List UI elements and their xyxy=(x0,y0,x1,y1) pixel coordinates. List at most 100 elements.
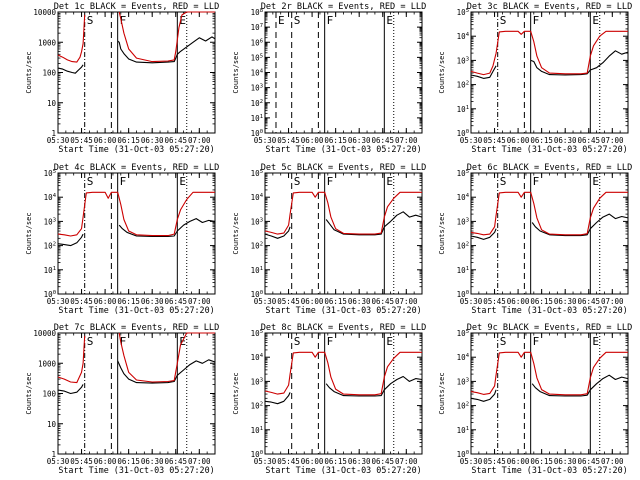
chart-title: Det 7c BLACK = Events, RED = LLD xyxy=(54,323,220,333)
marker-label: F xyxy=(327,335,334,348)
chart-panel-2: Det 2r BLACK = Events, RED = LLD 100 101 10… xyxy=(232,2,426,154)
x-tick-label: 06:30 xyxy=(554,136,577,145)
y-tick-label: 102 xyxy=(457,242,469,251)
chart-title: Det 3c BLACK = Events, RED = LLD xyxy=(467,2,633,12)
y-tick-label: 101 xyxy=(457,266,469,275)
x-tick-label: 06:00 xyxy=(301,457,324,466)
x-tick-label: 05:30 xyxy=(254,457,277,466)
marker-label: E xyxy=(179,175,186,188)
x-tick-label: 05:45 xyxy=(70,297,93,306)
chart-title: Det 6c BLACK = Events, RED = LLD xyxy=(467,163,633,173)
y-tick-label: 105 xyxy=(457,169,469,178)
y-tick-label: 101 xyxy=(457,426,469,435)
chart-panel-3: Det 3c BLACK = Events, RED = LLD 100 101 10… xyxy=(438,2,632,154)
x-tick-label: 06:00 xyxy=(94,297,117,306)
y-tick-label: 101 xyxy=(44,266,56,275)
marker-label: S xyxy=(87,14,94,27)
x-tick-label: 07:00 xyxy=(395,297,418,306)
x-tick-label: 06:45 xyxy=(371,297,394,306)
chart-title: Det 5c BLACK = Events, RED = LLD xyxy=(261,163,427,173)
x-tick-label: 06:15 xyxy=(324,136,347,145)
x-tick-label: 06:15 xyxy=(530,457,553,466)
x-axis-label: Start Time (31-Oct-03 05:27:20) xyxy=(471,465,627,475)
marker-label: S xyxy=(294,335,301,348)
x-tick-label: 06:15 xyxy=(324,297,347,306)
x-tick-label: 05:30 xyxy=(47,457,70,466)
chart-panel-1: Det 1c BLACK = Events, RED = LLD 1 10 100 10… xyxy=(25,2,219,154)
y-tick-label: 104 xyxy=(457,32,470,41)
y-tick-label: 107 xyxy=(251,23,263,32)
chart-title: Det 9c BLACK = Events, RED = LLD xyxy=(467,323,633,333)
events-series-line xyxy=(470,50,629,79)
y-tick-label: 102 xyxy=(457,81,469,90)
marker-label: E xyxy=(592,14,599,27)
y-tick-label: 100 xyxy=(457,129,469,138)
y-tick-label: 102 xyxy=(251,242,263,251)
lld-series-line xyxy=(470,30,628,76)
y-tick-label: 105 xyxy=(251,53,263,62)
x-tick-label: 07:00 xyxy=(188,136,211,145)
x-tick-label: 06:45 xyxy=(371,457,394,466)
y-axis-label: Counts/sec xyxy=(25,372,33,414)
x-tick-label: 05:45 xyxy=(483,136,506,145)
chart-panel-6: Det 6c BLACK = Events, RED = LLD 100 101 10… xyxy=(438,163,632,315)
x-tick-label: 06:45 xyxy=(371,136,394,145)
y-tick-label: 106 xyxy=(251,38,263,47)
x-tick-label: 05:45 xyxy=(277,297,300,306)
y-axis-label: Counts/sec xyxy=(438,51,446,93)
marker-label: S xyxy=(294,175,301,188)
x-tick-label: 06:00 xyxy=(507,297,530,306)
marker-label: E xyxy=(386,175,393,188)
marker-label: S xyxy=(500,14,507,27)
y-tick-label: 103 xyxy=(44,217,56,226)
y-tick-label: 103 xyxy=(457,377,469,386)
y-tick-label: 100 xyxy=(251,450,263,459)
lld-series-line xyxy=(264,191,422,235)
y-tick-label: 102 xyxy=(251,99,263,108)
marker-label: S xyxy=(500,175,507,188)
y-tick-label: 1000 xyxy=(38,38,57,47)
events-series-line xyxy=(57,36,216,74)
y-tick-label: 103 xyxy=(251,377,263,386)
marker-label: F xyxy=(533,175,540,188)
y-axis-label: Counts/sec xyxy=(25,51,33,93)
events-series-line xyxy=(57,359,216,395)
x-tick-label: 06:30 xyxy=(348,297,371,306)
marker-label: E xyxy=(386,335,393,348)
marker-label: E xyxy=(386,14,393,27)
x-tick-label: 05:45 xyxy=(483,297,506,306)
x-tick-label: 06:45 xyxy=(164,136,187,145)
events-series-line xyxy=(470,374,629,402)
x-tick-label: 05:45 xyxy=(70,136,93,145)
y-axis-label: Counts/sec xyxy=(25,212,33,254)
x-tick-label: 06:30 xyxy=(141,297,164,306)
plot-frame xyxy=(57,11,216,134)
marker-label: E xyxy=(592,335,599,348)
x-axis-label: Start Time (31-Oct-03 05:27:20) xyxy=(471,305,627,315)
y-tick-label: 100 xyxy=(42,69,56,78)
chart-title: Det 4c BLACK = Events, RED = LLD xyxy=(54,163,220,173)
x-tick-label: 06:30 xyxy=(554,457,577,466)
y-tick-label: 104 xyxy=(44,193,57,202)
y-tick-label: 105 xyxy=(457,329,469,338)
x-tick-label: 06:15 xyxy=(530,297,553,306)
y-tick-label: 1000 xyxy=(38,359,57,368)
y-tick-label: 103 xyxy=(457,217,469,226)
x-tick-label: 06:45 xyxy=(577,297,600,306)
chart-panel-9: Det 9c BLACK = Events, RED = LLD 100 101 10… xyxy=(438,323,632,475)
lld-series-line xyxy=(470,191,628,236)
y-tick-label: 108 xyxy=(251,8,263,17)
y-tick-label: 10 xyxy=(47,420,57,429)
x-tick-label: 07:00 xyxy=(601,136,624,145)
y-tick-label: 100 xyxy=(251,290,263,299)
x-tick-label: 07:00 xyxy=(395,457,418,466)
x-tick-label: 05:30 xyxy=(254,297,277,306)
x-tick-label: 06:15 xyxy=(324,457,347,466)
y-tick-label: 10 xyxy=(47,99,57,108)
y-tick-label: 102 xyxy=(457,402,469,411)
x-tick-label: 07:00 xyxy=(601,457,624,466)
lld-series-line xyxy=(470,351,628,396)
events-series-line xyxy=(264,375,423,405)
chart-panel-7: Det 7c BLACK = Events, RED = LLD 1 10 100 10… xyxy=(25,323,219,475)
x-tick-label: 06:30 xyxy=(141,136,164,145)
